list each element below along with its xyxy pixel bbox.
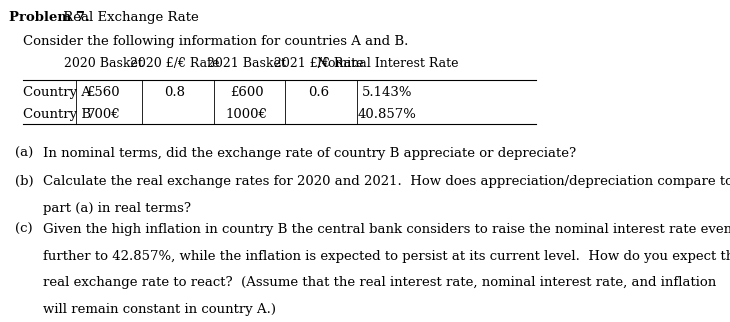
Text: (a): (a) [15, 147, 34, 160]
Text: 2021 Basket: 2021 Basket [207, 57, 286, 70]
Text: 2020 Basket: 2020 Basket [64, 57, 143, 70]
Text: 40.857%: 40.857% [358, 108, 417, 121]
Text: In nominal terms, did the exchange rate of country B appreciate or depreciate?: In nominal terms, did the exchange rate … [43, 147, 576, 160]
Text: 5.143%: 5.143% [362, 86, 412, 99]
Text: 2021 £/€ Rate: 2021 £/€ Rate [274, 57, 364, 70]
Text: Country B: Country B [23, 108, 91, 121]
Text: (c): (c) [15, 223, 33, 236]
Text: 1000€: 1000€ [226, 108, 268, 121]
Text: will remain constant in country A.): will remain constant in country A.) [43, 303, 276, 316]
Text: Given the high inflation in country B the central bank considers to raise the no: Given the high inflation in country B th… [43, 223, 730, 236]
Text: Country A: Country A [23, 86, 91, 99]
Text: £560: £560 [87, 86, 120, 99]
Text: 0.6: 0.6 [308, 86, 329, 99]
Text: £600: £600 [230, 86, 264, 99]
Text: (b): (b) [15, 175, 34, 188]
Text: 700€: 700€ [87, 108, 120, 121]
Text: Consider the following information for countries A and B.: Consider the following information for c… [23, 35, 409, 48]
Text: 2020 £/€ Rate: 2020 £/€ Rate [131, 57, 220, 70]
Text: Calculate the real exchange rates for 2020 and 2021.  How does appreciation/depr: Calculate the real exchange rates for 20… [43, 175, 730, 188]
Text: 0.8: 0.8 [165, 86, 185, 99]
Text: Problem 7.: Problem 7. [9, 11, 89, 24]
Text: real exchange rate to react?  (Assume that the real interest rate, nominal inter: real exchange rate to react? (Assume tha… [43, 276, 716, 289]
Text: part (a) in real terms?: part (a) in real terms? [43, 202, 191, 215]
Text: further to 42.857%, while the inflation is expected to persist at its current le: further to 42.857%, while the inflation … [43, 250, 730, 263]
Text: Nominal Interest Rate: Nominal Interest Rate [317, 57, 458, 70]
Text: Real Exchange Rate: Real Exchange Rate [59, 11, 199, 24]
